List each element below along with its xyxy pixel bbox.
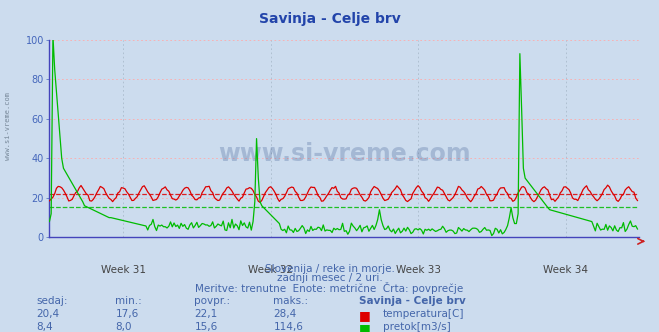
Text: 17,6: 17,6 — [115, 309, 138, 319]
Text: 114,6: 114,6 — [273, 322, 303, 332]
Text: 8,0: 8,0 — [115, 322, 132, 332]
Text: 20,4: 20,4 — [36, 309, 59, 319]
Text: zadnji mesec / 2 uri.: zadnji mesec / 2 uri. — [277, 273, 382, 283]
Text: Meritve: trenutne  Enote: metrične  Črta: povprečje: Meritve: trenutne Enote: metrične Črta: … — [195, 282, 464, 294]
Text: www.si-vreme.com: www.si-vreme.com — [218, 142, 471, 166]
Text: ■: ■ — [359, 309, 371, 322]
Text: Savinja - Celje brv: Savinja - Celje brv — [258, 12, 401, 26]
Text: 8,4: 8,4 — [36, 322, 53, 332]
Text: povpr.:: povpr.: — [194, 296, 231, 306]
Text: pretok[m3/s]: pretok[m3/s] — [383, 322, 451, 332]
Text: 28,4: 28,4 — [273, 309, 297, 319]
Text: Week 34: Week 34 — [543, 265, 588, 275]
Text: Week 33: Week 33 — [395, 265, 441, 275]
Text: www.si-vreme.com: www.si-vreme.com — [5, 92, 11, 160]
Text: min.:: min.: — [115, 296, 142, 306]
Text: temperatura[C]: temperatura[C] — [383, 309, 465, 319]
Text: 15,6: 15,6 — [194, 322, 217, 332]
Text: sedaj:: sedaj: — [36, 296, 68, 306]
Text: Savinja - Celje brv: Savinja - Celje brv — [359, 296, 466, 306]
Text: maks.:: maks.: — [273, 296, 308, 306]
Text: Week 32: Week 32 — [248, 265, 293, 275]
Text: Slovenija / reke in morje.: Slovenija / reke in morje. — [264, 264, 395, 274]
Text: ■: ■ — [359, 322, 371, 332]
Text: 22,1: 22,1 — [194, 309, 217, 319]
Text: Week 31: Week 31 — [101, 265, 146, 275]
